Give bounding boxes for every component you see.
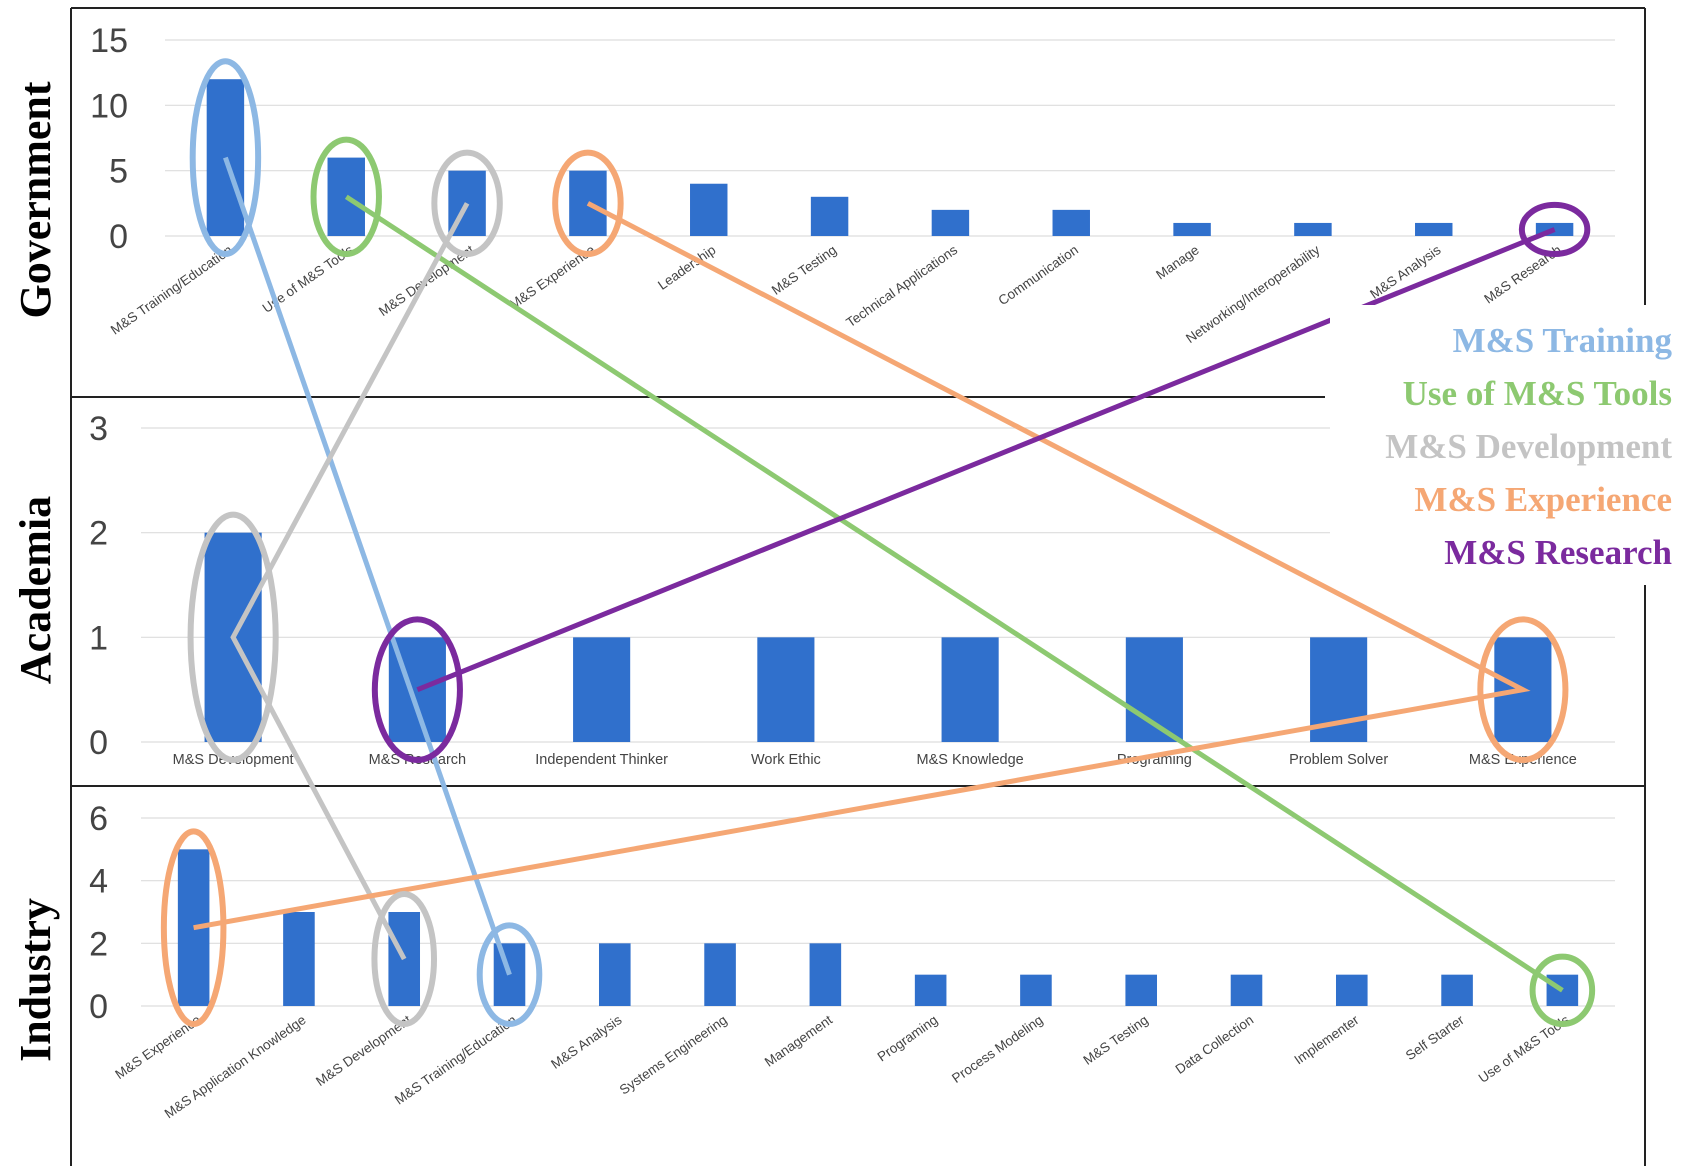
academia-x-tick-label: Problem Solver [1289,752,1388,768]
academia-x-tick-label: M&S Knowledge [917,752,1024,768]
highlight-ring-ms-experience [160,828,227,1028]
connector-ms-experience [193,201,1531,931]
legend-item-development: M&S Development [1385,427,1672,466]
bar-industry-data-collection [1230,974,1263,1006]
government-x-tick-label: Technical Applications [843,242,960,330]
connector-ms-training [223,156,512,976]
bar-government-manage [1173,222,1211,236]
industry-x-tick-label: Data Collection [1173,1012,1257,1077]
industry-y-tick-label: 2 [89,925,108,963]
bar-government-use-of-ms-tools [327,157,365,236]
connector-ms-development [230,202,470,961]
government-y-tick-label: 0 [109,218,128,256]
bar-industry-implementer [1335,974,1368,1006]
industry-x-tick-label: Implementer [1291,1012,1361,1068]
academia-y-tick-label: 2 [89,515,108,553]
legend-background [1330,305,1681,585]
legend-item-research: M&S Research [1444,533,1672,572]
bar-industry-ms-application-knowledge [283,912,315,1006]
bar-industry-systems-engineering [704,943,736,1006]
academia-x-tick-label: Independent Thinker [535,752,668,768]
highlight-ring-ms-development [431,149,503,257]
bar-academia-independent-thinker [573,637,631,742]
bar-industry-ms-development [388,912,421,1006]
industry-x-tick-label: M&S Training/Education [392,1012,519,1107]
bar-industry-process-modeling [1020,974,1052,1006]
industry-x-tick-label: M&S Analysis [548,1012,624,1072]
bar-industry-programing [914,974,947,1006]
bar-industry-ms-testing [1125,974,1158,1006]
bar-industry-management [809,943,842,1006]
connector-use-of-ms-tools [344,194,1564,993]
highlight-ring-ms-development [187,511,279,763]
bar-industry-self-starter [1441,974,1473,1006]
academia-x-tick-label: Programing [1117,752,1192,768]
highlight-ring-ms-development [371,891,438,1027]
bar-government-communication [1052,209,1090,236]
panel-title-academia: Academia [11,496,60,684]
industry-x-tick-label: Systems Engineering [617,1012,730,1097]
bar-industry-ms-analysis [598,943,631,1006]
government-x-tick-label: M&S Analysis [1367,242,1443,302]
legend-item-training: M&S Training [1453,321,1673,360]
government-y-tick-label: 5 [109,153,128,191]
bar-government-technical-applications [931,209,970,236]
industry-x-tick-label: Process Modeling [949,1012,1046,1086]
bar-government-networking-interoperability [1294,222,1332,236]
highlight-ring-ms-research [371,616,463,764]
panel-title-government: Government [11,81,60,318]
industry-y-tick-label: 4 [89,863,108,901]
academia-x-tick-label: Work Ethic [751,752,821,768]
industry-y-tick-label: 6 [89,800,108,838]
highlight-ring-ms-experience [552,149,624,257]
highlight-ring-use-of-ms-tools [310,136,382,258]
bar-government-leadership [690,183,728,236]
government-x-tick-label: M&S Training/Education [108,242,235,337]
academia-y-tick-label: 0 [89,724,108,762]
legend-item-experience: M&S Experience [1414,480,1672,519]
government-x-tick-label: Communication [996,242,1081,308]
bar-academia-ms-knowledge [941,637,999,742]
industry-x-tick-label: M&S Testing [1080,1012,1150,1068]
highlight-ring-ms-experience [1477,616,1569,764]
highlight-ring-ms-training [189,58,262,258]
academia-y-tick-label: 1 [89,619,108,657]
industry-y-tick-label: 0 [89,988,108,1026]
government-x-tick-label: M&S Testing [769,242,839,298]
highlight-ring-ms-training [476,922,543,1028]
academia-y-tick-label: 3 [89,410,108,448]
panel-title-industry: Industry [11,898,60,1062]
industry-x-tick-label: Programing [875,1012,941,1064]
industry-x-tick-label: Management [762,1012,835,1070]
government-x-tick-label: Manage [1153,242,1202,282]
industry-x-tick-label: Self Starter [1403,1012,1467,1063]
bar-government-ms-analysis [1415,222,1453,236]
highlight-ring-ms-research [1518,201,1591,257]
government-y-tick-label: 15 [90,22,128,60]
highlight-ring-use-of-ms-tools [1529,953,1596,1027]
government-y-tick-label: 10 [90,87,128,125]
legend: M&S Training Use of M&S Tools M&S Develo… [1330,305,1681,585]
legend-item-tools: Use of M&S Tools [1403,374,1672,413]
chart-frame [70,7,1646,1166]
bar-academia-work-ethic [757,637,815,742]
bar-government-ms-testing [810,196,849,236]
